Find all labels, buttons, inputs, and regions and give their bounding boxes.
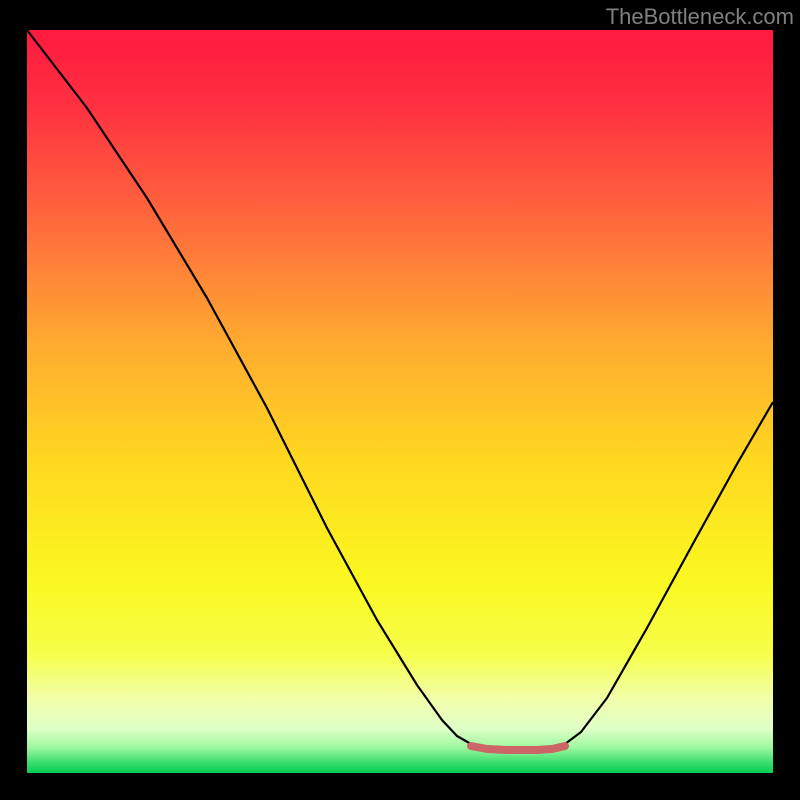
attribution-label: TheBottleneck.com [606, 4, 794, 30]
bottleneck-curve [27, 30, 773, 750]
chart-frame: TheBottleneck.com [0, 0, 800, 800]
plot-area [27, 30, 773, 773]
curve-layer [27, 30, 773, 773]
optimal-range-marker [471, 746, 565, 750]
